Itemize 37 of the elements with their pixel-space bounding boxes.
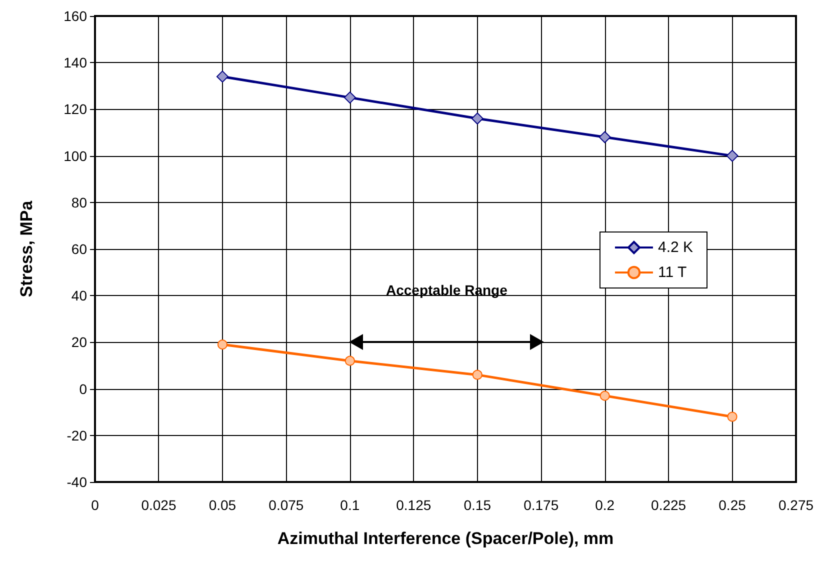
point [726, 150, 738, 162]
point [344, 92, 356, 104]
point [216, 70, 228, 83]
point [727, 412, 738, 422]
x-tick-label: 0.025 [141, 497, 176, 513]
y-tick-label: 100 [64, 148, 88, 164]
y-tick-label: 20 [71, 334, 88, 350]
point [472, 370, 482, 380]
x-tick-label: 0.2 [595, 497, 615, 513]
y-tick-label: 60 [71, 241, 88, 257]
x-tick-label: 0 [91, 497, 100, 513]
point [344, 356, 355, 366]
y-tick-label: 0 [79, 380, 88, 397]
y-axis-title: Stress, MPa [17, 200, 36, 298]
y-tick-label: -20 [66, 427, 88, 444]
legend-label: 4.2 K [658, 239, 694, 256]
y-tick-label: -40 [66, 474, 88, 490]
x-tick-label: 0.25 [718, 497, 746, 513]
y-tick-label: 80 [71, 194, 88, 210]
point [600, 390, 610, 401]
x-tick-label: 0.075 [268, 497, 304, 513]
legend-label: 11 T [658, 264, 687, 281]
y-tick-label: 40 [71, 288, 88, 304]
x-tick-label: 0.125 [396, 497, 432, 513]
x-tick-label: 0.175 [524, 497, 559, 513]
x-tick-label: 0.15 [464, 497, 492, 513]
point [598, 131, 611, 144]
x-tick-label: 0.1 [340, 497, 360, 513]
x-tick-label: 0.275 [778, 497, 814, 513]
x-tick-label: 0.225 [651, 497, 686, 513]
y-tick-label: 120 [64, 101, 88, 118]
point [471, 112, 484, 125]
y-tick-label: 160 [64, 8, 88, 24]
y-tick-label: 140 [64, 54, 88, 71]
point [217, 340, 228, 350]
x-axis-title: Azimuthal Interference (Spacer/Pole), mm [277, 529, 614, 548]
x-tick-label: 0.05 [208, 497, 236, 513]
